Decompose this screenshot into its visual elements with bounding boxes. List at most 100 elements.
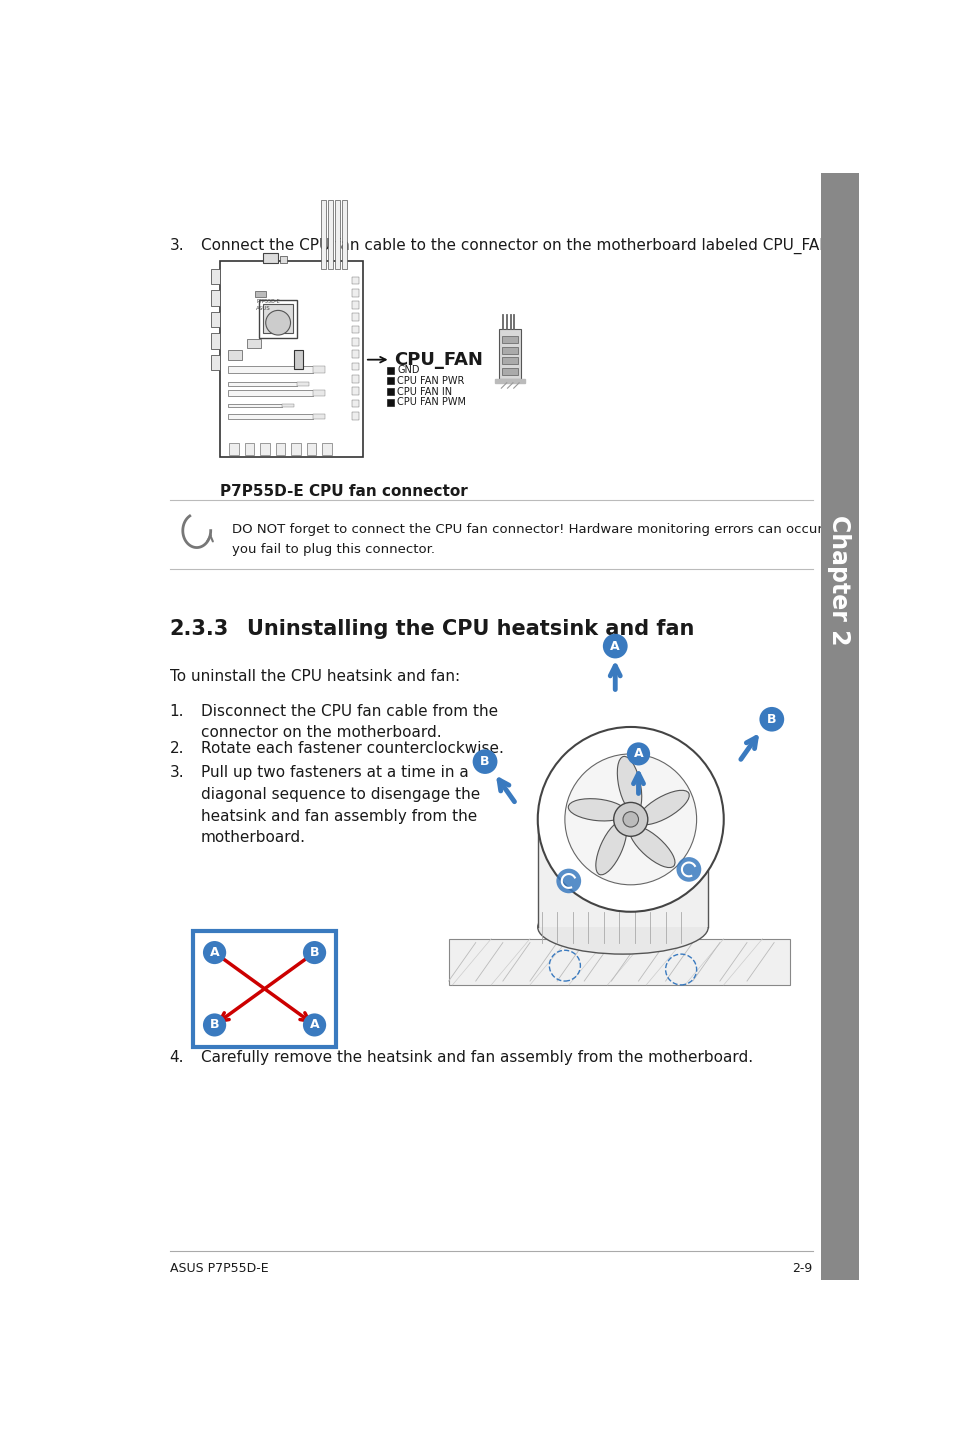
Bar bbox=[501, 347, 517, 354]
Ellipse shape bbox=[568, 798, 625, 821]
Bar bbox=[352, 276, 359, 285]
Bar bbox=[352, 326, 359, 334]
Bar bbox=[260, 443, 270, 456]
Polygon shape bbox=[495, 380, 524, 383]
Bar bbox=[352, 301, 359, 309]
Text: P7P55D-E CPU fan connector: P7P55D-E CPU fan connector bbox=[220, 485, 467, 499]
Bar bbox=[352, 375, 359, 383]
Bar bbox=[352, 362, 359, 371]
Bar bbox=[387, 377, 394, 384]
Text: CPU FAN PWR: CPU FAN PWR bbox=[397, 375, 464, 385]
Bar bbox=[498, 329, 520, 380]
Ellipse shape bbox=[617, 756, 641, 812]
Bar bbox=[228, 404, 282, 407]
Text: Connect the CPU fan cable to the connector on the motherboard labeled CPU_FAN.: Connect the CPU fan cable to the connect… bbox=[200, 239, 834, 255]
Ellipse shape bbox=[537, 900, 707, 953]
Bar bbox=[352, 313, 359, 321]
Bar bbox=[341, 200, 347, 269]
Bar bbox=[228, 351, 241, 360]
Bar bbox=[228, 391, 313, 395]
Text: Pull up two fasteners at a time in a
diagonal sequence to disengage the
heatsink: Pull up two fasteners at a time in a dia… bbox=[200, 765, 479, 846]
Text: CPU FAN IN: CPU FAN IN bbox=[397, 387, 452, 397]
Text: Carefully remove the heatsink and fan assembly from the motherboard.: Carefully remove the heatsink and fan as… bbox=[200, 1050, 752, 1066]
Bar bbox=[352, 351, 359, 358]
Circle shape bbox=[472, 749, 497, 774]
Bar bbox=[307, 443, 315, 456]
Bar bbox=[501, 336, 517, 342]
Bar bbox=[537, 820, 707, 928]
Text: A: A bbox=[210, 946, 219, 959]
Ellipse shape bbox=[629, 825, 675, 867]
Circle shape bbox=[613, 802, 647, 837]
Bar bbox=[294, 349, 303, 370]
Text: 3.: 3. bbox=[170, 239, 184, 253]
Bar bbox=[501, 368, 517, 375]
Bar bbox=[258, 299, 297, 338]
Bar bbox=[297, 383, 309, 385]
Circle shape bbox=[622, 811, 638, 827]
Text: 1.: 1. bbox=[170, 703, 184, 719]
Text: DO NOT forget to connect the CPU fan connector! Hardware monitoring errors can o: DO NOT forget to connect the CPU fan con… bbox=[232, 523, 835, 557]
Text: B: B bbox=[479, 755, 489, 768]
Bar bbox=[220, 262, 363, 457]
Text: B: B bbox=[310, 946, 319, 959]
Circle shape bbox=[602, 634, 627, 659]
Bar bbox=[313, 365, 324, 372]
Bar bbox=[313, 414, 324, 418]
Circle shape bbox=[303, 940, 326, 963]
Bar bbox=[820, 173, 858, 1280]
Circle shape bbox=[203, 1014, 226, 1037]
Ellipse shape bbox=[537, 792, 707, 847]
Circle shape bbox=[303, 1014, 326, 1037]
Bar bbox=[254, 290, 266, 298]
Bar bbox=[247, 339, 261, 348]
Circle shape bbox=[203, 940, 226, 963]
Bar bbox=[352, 400, 359, 407]
Bar bbox=[352, 387, 359, 395]
Bar bbox=[211, 334, 220, 349]
Bar bbox=[228, 383, 297, 385]
Text: CPU FAN PWM: CPU FAN PWM bbox=[397, 397, 466, 407]
Text: GND: GND bbox=[397, 365, 419, 375]
Text: Rotate each fastener counterclockwise.: Rotate each fastener counterclockwise. bbox=[200, 741, 503, 756]
Text: Chapter 2: Chapter 2 bbox=[826, 515, 850, 646]
Text: B: B bbox=[210, 1018, 219, 1031]
Text: A: A bbox=[633, 748, 642, 761]
Circle shape bbox=[676, 857, 700, 881]
Text: A: A bbox=[310, 1018, 319, 1031]
Bar bbox=[320, 200, 326, 269]
Bar bbox=[313, 391, 324, 395]
Bar bbox=[263, 305, 293, 334]
Bar bbox=[211, 290, 220, 306]
Text: Uninstalling the CPU heatsink and fan: Uninstalling the CPU heatsink and fan bbox=[247, 620, 694, 638]
Bar bbox=[387, 388, 394, 395]
Circle shape bbox=[564, 754, 696, 884]
Bar bbox=[448, 939, 789, 985]
Bar bbox=[262, 253, 278, 263]
Bar bbox=[387, 367, 394, 374]
Bar bbox=[229, 443, 238, 456]
Text: To uninstall the CPU heatsink and fan:: To uninstall the CPU heatsink and fan: bbox=[170, 669, 459, 684]
Bar bbox=[335, 200, 340, 269]
Circle shape bbox=[537, 728, 723, 912]
Bar bbox=[280, 256, 286, 263]
Bar bbox=[245, 443, 253, 456]
Text: CPU_FAN: CPU_FAN bbox=[394, 351, 483, 368]
Bar bbox=[501, 358, 517, 364]
Bar bbox=[387, 398, 394, 406]
Bar bbox=[328, 200, 333, 269]
Ellipse shape bbox=[596, 821, 626, 874]
Bar bbox=[211, 269, 220, 285]
Bar bbox=[352, 338, 359, 345]
Text: ASUS: ASUS bbox=[256, 306, 271, 311]
Bar bbox=[275, 443, 285, 456]
Text: 3.: 3. bbox=[170, 765, 184, 781]
Text: 2-9: 2-9 bbox=[792, 1263, 812, 1276]
Bar bbox=[211, 312, 220, 328]
Bar bbox=[352, 289, 359, 296]
Bar bbox=[228, 365, 313, 372]
Text: 4.: 4. bbox=[170, 1050, 184, 1066]
Bar bbox=[193, 930, 335, 1047]
Text: 2.3.3: 2.3.3 bbox=[170, 620, 229, 638]
Text: B: B bbox=[766, 713, 776, 726]
